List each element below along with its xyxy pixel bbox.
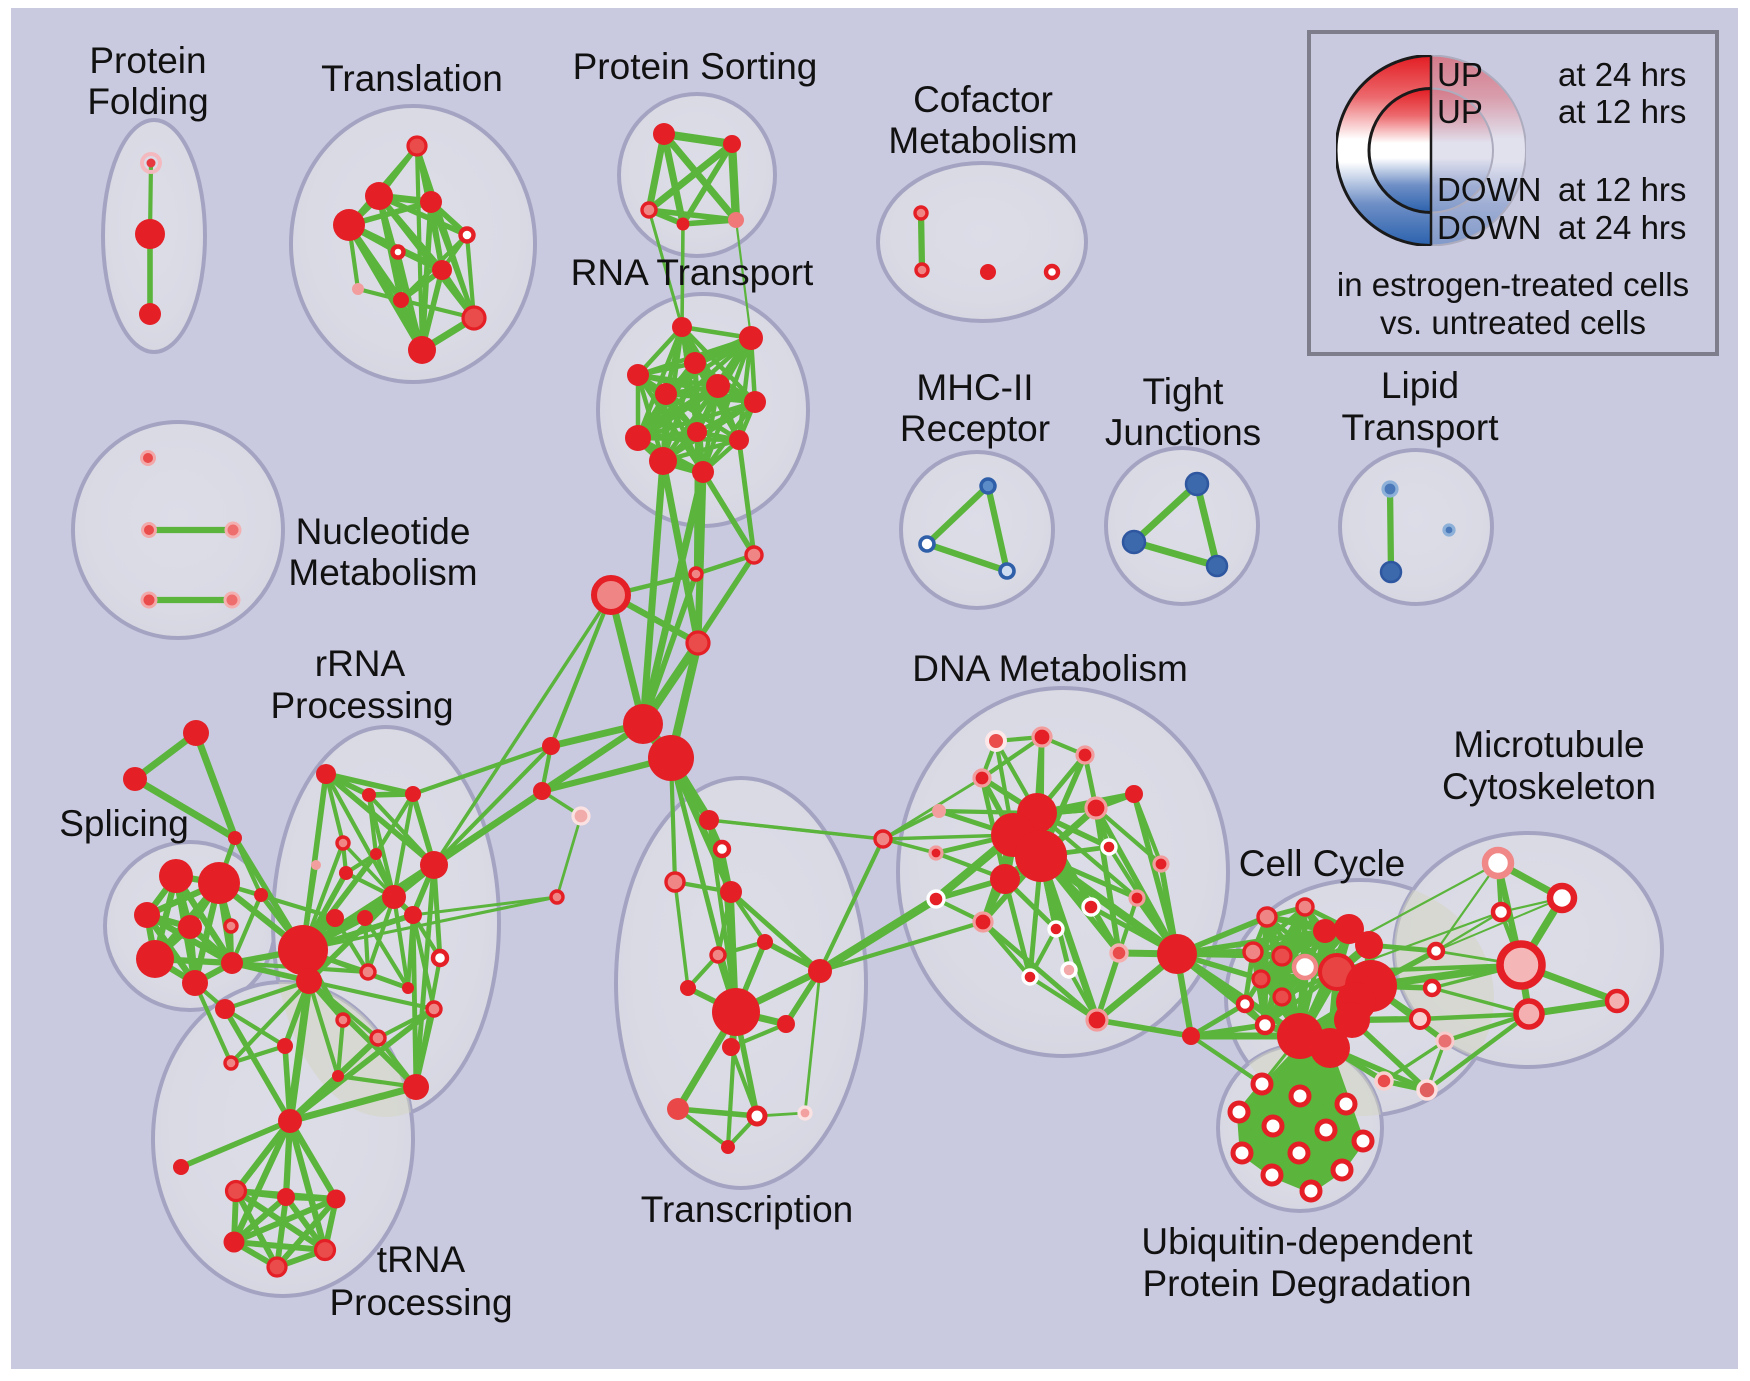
svg-text:Cytoskeleton: Cytoskeleton <box>1442 766 1656 807</box>
svg-text:Protein Sorting: Protein Sorting <box>573 46 818 87</box>
svg-text:Folding: Folding <box>87 81 208 122</box>
svg-text:at 12 hrs: at 12 hrs <box>1558 93 1686 130</box>
svg-text:Protein: Protein <box>89 40 206 81</box>
svg-text:Cofactor: Cofactor <box>913 79 1053 120</box>
svg-text:Cell Cycle: Cell Cycle <box>1239 843 1406 884</box>
svg-text:Transport: Transport <box>1342 407 1500 448</box>
svg-text:RNA Transport: RNA Transport <box>571 252 814 293</box>
svg-text:tRNA: tRNA <box>377 1239 466 1280</box>
svg-text:DOWN: DOWN <box>1437 209 1541 246</box>
svg-text:Nucleotide: Nucleotide <box>296 511 471 552</box>
svg-text:at 24 hrs: at 24 hrs <box>1558 56 1686 93</box>
svg-text:Microtubule: Microtubule <box>1453 724 1644 765</box>
svg-text:Tight: Tight <box>1143 371 1225 412</box>
svg-text:vs. untreated cells: vs. untreated cells <box>1380 304 1646 341</box>
svg-text:UP: UP <box>1437 56 1483 93</box>
svg-text:Junctions: Junctions <box>1105 412 1261 453</box>
svg-text:in estrogen-treated cells: in estrogen-treated cells <box>1337 266 1689 303</box>
svg-text:Splicing: Splicing <box>59 803 189 844</box>
svg-text:UP: UP <box>1437 93 1483 130</box>
svg-text:Processing: Processing <box>329 1282 512 1323</box>
svg-text:Metabolism: Metabolism <box>888 120 1077 161</box>
svg-text:Receptor: Receptor <box>900 408 1050 449</box>
svg-text:at 24 hrs: at 24 hrs <box>1558 209 1686 246</box>
svg-text:DOWN: DOWN <box>1437 171 1541 208</box>
svg-text:at 12 hrs: at 12 hrs <box>1558 171 1686 208</box>
svg-text:Translation: Translation <box>321 58 503 99</box>
svg-text:Metabolism: Metabolism <box>288 552 477 593</box>
svg-text:DNA Metabolism: DNA Metabolism <box>912 648 1188 689</box>
svg-text:Processing: Processing <box>270 685 453 726</box>
svg-text:Ubiquitin-dependent: Ubiquitin-dependent <box>1141 1221 1473 1262</box>
svg-text:Protein Degradation: Protein Degradation <box>1142 1263 1471 1304</box>
svg-text:Lipid: Lipid <box>1381 365 1459 406</box>
svg-text:Transcription: Transcription <box>641 1189 853 1230</box>
svg-text:MHC-II: MHC-II <box>916 367 1033 408</box>
svg-text:rRNA: rRNA <box>315 643 406 684</box>
